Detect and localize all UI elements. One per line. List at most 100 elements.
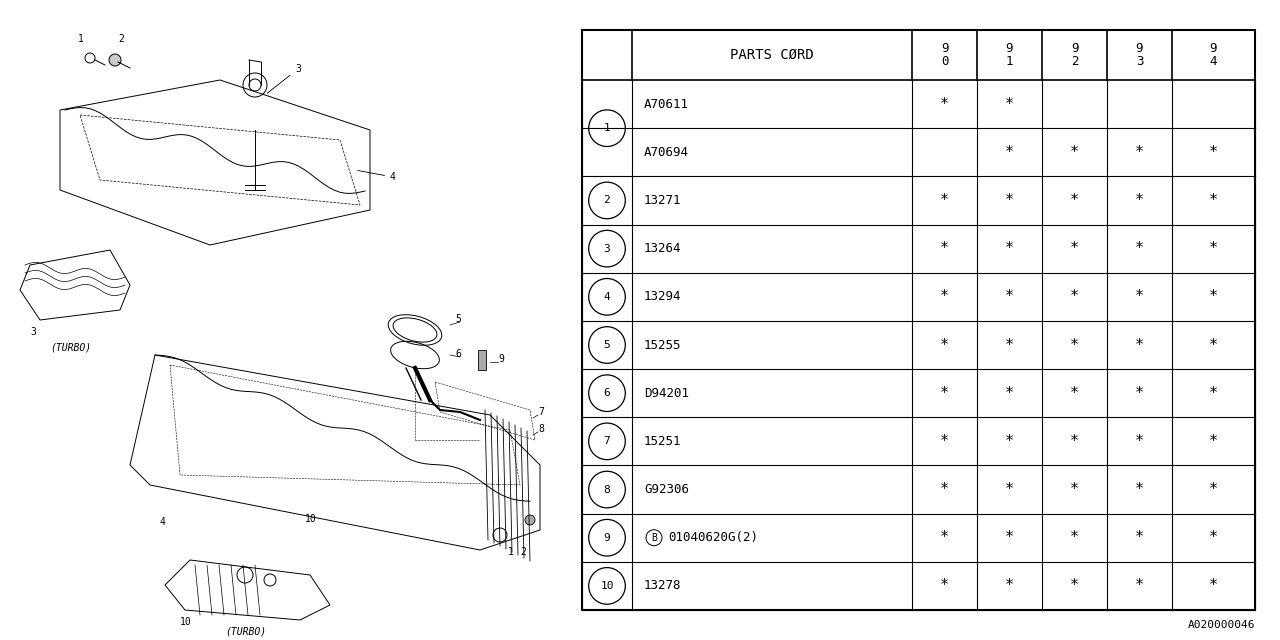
Text: *: *: [1208, 530, 1219, 545]
Text: 5: 5: [604, 340, 611, 350]
Text: *: *: [1070, 434, 1079, 449]
Text: 7: 7: [604, 436, 611, 446]
Text: B: B: [652, 532, 657, 543]
Text: *: *: [940, 579, 948, 593]
Text: G92306: G92306: [644, 483, 689, 496]
Text: 10: 10: [600, 581, 613, 591]
Text: *: *: [1070, 530, 1079, 545]
Text: *: *: [940, 289, 948, 304]
Text: *: *: [1005, 241, 1014, 256]
Text: 9: 9: [498, 354, 504, 364]
Text: 13278: 13278: [644, 579, 681, 593]
Text: *: *: [1070, 241, 1079, 256]
Text: *: *: [1005, 434, 1014, 449]
Text: *: *: [1135, 241, 1144, 256]
Text: 6: 6: [604, 388, 611, 398]
Text: *: *: [1208, 482, 1219, 497]
Text: *: *: [940, 97, 948, 111]
Text: *: *: [1070, 579, 1079, 593]
Text: A020000046: A020000046: [1188, 620, 1254, 630]
Text: *: *: [1070, 289, 1079, 304]
Text: *: *: [940, 337, 948, 353]
Text: *: *: [1070, 145, 1079, 160]
Text: (TURBO): (TURBO): [225, 627, 266, 637]
Text: 1: 1: [508, 547, 513, 557]
Text: *: *: [1005, 579, 1014, 593]
Text: 2: 2: [520, 547, 526, 557]
Text: 15251: 15251: [644, 435, 681, 448]
Bar: [582, 30, 1254, 80]
Text: *: *: [940, 386, 948, 401]
Text: *: *: [1208, 241, 1219, 256]
Text: 9
2: 9 2: [1071, 42, 1078, 68]
Text: *: *: [1070, 193, 1079, 208]
Text: 9
3: 9 3: [1135, 42, 1143, 68]
Text: *: *: [1070, 482, 1079, 497]
Text: PARTS CØRD: PARTS CØRD: [730, 48, 814, 62]
Text: *: *: [1208, 289, 1219, 304]
Text: *: *: [1135, 145, 1144, 160]
Text: 1: 1: [78, 34, 84, 44]
Text: *: *: [940, 434, 948, 449]
Text: *: *: [1208, 145, 1219, 160]
Text: D94201: D94201: [644, 387, 689, 400]
Text: *: *: [940, 482, 948, 497]
Text: *: *: [1135, 579, 1144, 593]
Text: *: *: [1135, 386, 1144, 401]
Text: 8: 8: [604, 484, 611, 495]
Text: *: *: [1005, 482, 1014, 497]
Text: *: *: [1135, 193, 1144, 208]
Text: *: *: [1208, 337, 1219, 353]
Text: *: *: [1135, 289, 1144, 304]
Text: 3: 3: [268, 64, 301, 93]
Text: *: *: [1005, 145, 1014, 160]
Text: *: *: [1135, 482, 1144, 497]
Text: 3: 3: [604, 244, 611, 253]
Text: *: *: [1135, 434, 1144, 449]
Text: *: *: [1135, 530, 1144, 545]
Text: *: *: [1005, 386, 1014, 401]
Text: *: *: [1208, 434, 1219, 449]
Text: *: *: [1135, 337, 1144, 353]
Text: 7: 7: [538, 407, 544, 417]
Text: *: *: [1070, 386, 1079, 401]
Text: 13271: 13271: [644, 194, 681, 207]
Text: A70611: A70611: [644, 97, 689, 111]
Text: 2: 2: [604, 195, 611, 205]
Text: 5: 5: [454, 314, 461, 324]
Text: *: *: [1208, 579, 1219, 593]
Circle shape: [109, 54, 122, 66]
Text: 01040620G(2): 01040620G(2): [668, 531, 758, 544]
Text: 8: 8: [538, 424, 544, 434]
Text: *: *: [940, 530, 948, 545]
Text: *: *: [1070, 337, 1079, 353]
Text: *: *: [1005, 97, 1014, 111]
Text: 4: 4: [160, 517, 166, 527]
Text: (TURBO): (TURBO): [50, 342, 91, 352]
Text: 9
1: 9 1: [1006, 42, 1014, 68]
Text: *: *: [1005, 337, 1014, 353]
Text: *: *: [1005, 530, 1014, 545]
Text: 10: 10: [180, 617, 192, 627]
Text: 6: 6: [454, 349, 461, 359]
Text: 15255: 15255: [644, 339, 681, 351]
Text: 9
0: 9 0: [941, 42, 948, 68]
Text: 9
4: 9 4: [1210, 42, 1217, 68]
Text: *: *: [940, 193, 948, 208]
Text: 4: 4: [357, 170, 396, 182]
Text: 13294: 13294: [644, 291, 681, 303]
Text: *: *: [1208, 193, 1219, 208]
Text: A70694: A70694: [644, 146, 689, 159]
Text: 10: 10: [305, 514, 316, 524]
Text: 4: 4: [604, 292, 611, 302]
Text: 1: 1: [604, 123, 611, 133]
Text: *: *: [1208, 386, 1219, 401]
Text: *: *: [1005, 289, 1014, 304]
Text: 13264: 13264: [644, 242, 681, 255]
Text: 2: 2: [118, 34, 124, 44]
Text: *: *: [1005, 193, 1014, 208]
Text: 9: 9: [604, 532, 611, 543]
Circle shape: [525, 515, 535, 525]
Bar: [477, 350, 486, 370]
Text: *: *: [940, 241, 948, 256]
